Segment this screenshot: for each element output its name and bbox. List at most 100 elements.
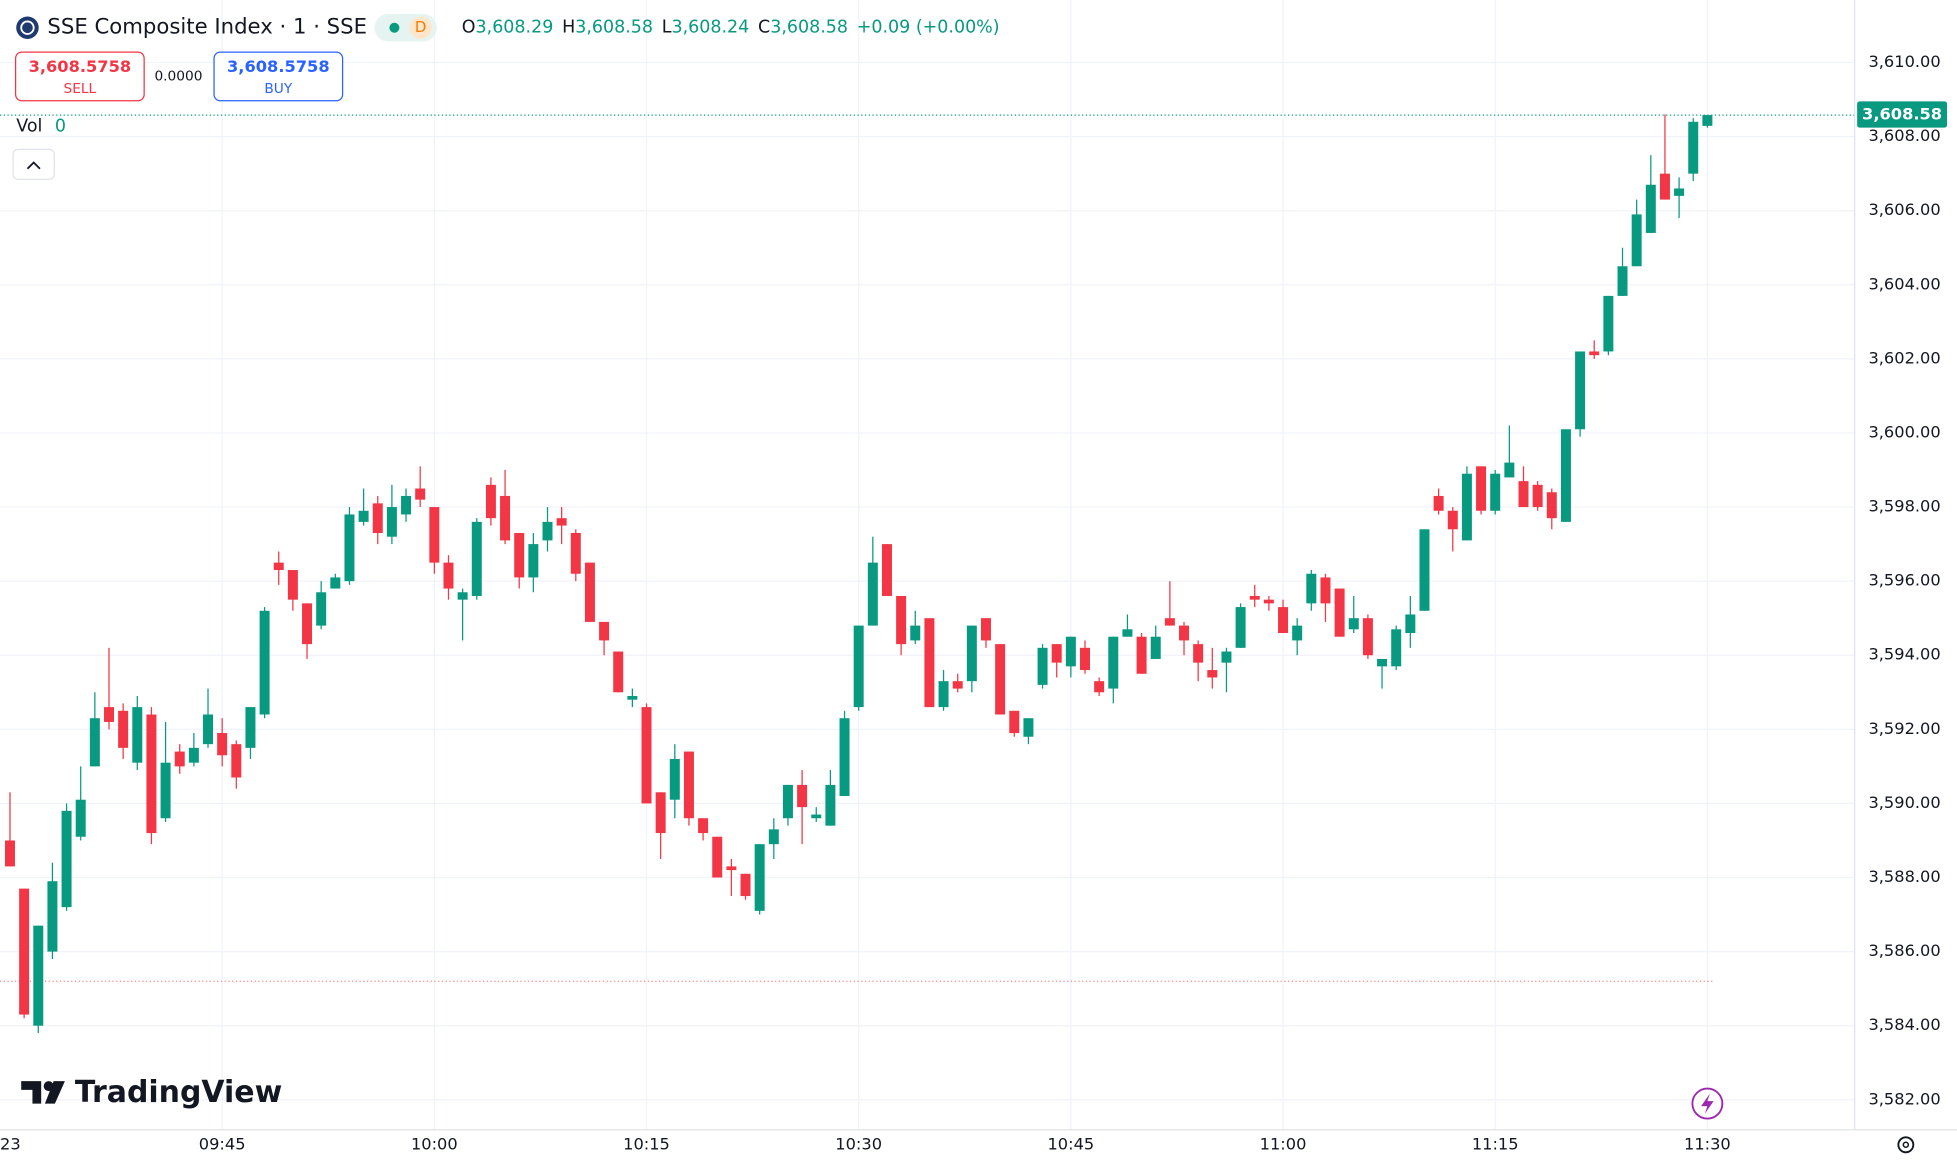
candle-body [231,744,242,778]
candle-body [980,618,991,641]
candle-body [1560,429,1571,522]
y-tick-label: 3,598.00 [1868,497,1940,516]
candle-body [1659,173,1670,200]
candle-body [1362,618,1373,656]
candle-body [1674,188,1685,196]
candle-body [1320,577,1331,604]
candle-body [401,495,412,515]
candles [4,114,1713,1034]
symbol-title[interactable]: SSE Composite Index · 1 · SSE [47,15,367,40]
candle-body [443,562,454,589]
interval-badge: D [415,18,427,36]
candle-body [1051,644,1062,663]
alert-bolt [1701,1093,1714,1114]
y-tick-label: 3,600.00 [1868,422,1940,441]
settings-icon-center [1902,1141,1910,1149]
candle-body [160,762,171,819]
candle-body [1532,484,1543,508]
candle-body [1433,495,1444,511]
candle-body [302,603,313,645]
buy-label[interactable]: BUY [264,81,292,97]
candle-body [1546,492,1557,519]
grid [0,0,1855,1130]
x-tick-label: 10:30 [835,1134,882,1153]
candle-body [1037,647,1048,685]
candle-body [1179,625,1190,641]
last-price-tag [1857,101,1948,128]
candle-body [1306,573,1317,604]
candle-body [542,521,553,541]
x-tick-label: 10:15 [623,1134,670,1153]
candle-body [429,507,440,563]
candle-body [683,751,694,819]
candle-body [1490,473,1501,511]
ohlc-key: O [462,18,476,38]
candle-body [1419,529,1430,611]
settings-icon[interactable] [1897,1136,1915,1154]
candle-body [4,840,15,867]
candle-body [217,733,228,756]
candle-body [1504,462,1515,478]
y-tick-label: 3,594.00 [1868,645,1940,664]
symbol-icon-ring [20,20,35,35]
candle-body [1009,710,1020,734]
candle-body [1207,670,1218,678]
x-edge-label: 23 [0,1134,21,1153]
candle-body [726,866,737,871]
candle-body [485,484,496,519]
candle-body [188,747,199,763]
candle-body [641,707,652,804]
sell-button[interactable] [14,51,145,102]
y-tick-label: 3,592.00 [1868,719,1940,738]
x-tick-label: 10:45 [1047,1134,1094,1153]
candle-body [1122,629,1133,637]
candle-body [655,792,666,834]
candle-body [146,714,157,834]
y-tick-label: 3,588.00 [1868,867,1940,886]
candle-body [570,532,581,574]
y-tick-label: 3,604.00 [1868,274,1940,293]
ohlc-key: H [562,18,575,38]
candle-body [500,495,511,541]
last-price-label: 3,608.58 [1862,105,1942,124]
market-status-dot [389,22,400,33]
candle-body [1688,121,1699,174]
candle-body [118,710,129,748]
sell-price[interactable]: 3,608.5758 [29,57,132,76]
candle-body [457,592,468,600]
candle-body [924,618,935,708]
candle-body [1334,588,1345,637]
candle-body [627,695,638,700]
change: +0.09 (+0.00%) [857,18,1000,38]
candle-body [1108,636,1119,689]
candle-body [825,784,836,826]
x-tick-label: 11:15 [1472,1134,1519,1153]
sell-label[interactable]: SELL [64,81,97,97]
buy-price[interactable]: 3,608.5758 [227,57,330,76]
candle-body [1221,651,1232,663]
candle-body [613,651,624,693]
candle-body [316,592,327,626]
candle-body [287,570,298,600]
candle-body [104,707,114,722]
candle-body [1476,466,1487,511]
candle-body [1235,607,1246,648]
candle-body [1065,636,1076,667]
candle-body [273,562,284,571]
y-tick-label: 3,590.00 [1868,793,1940,812]
symbol-icon [16,16,39,39]
y-tick-label: 3,584.00 [1868,1015,1940,1034]
candle-body [245,707,256,748]
candle-body [867,562,878,626]
candle-body [1249,595,1260,600]
candle-body [881,544,892,596]
candle-body [1518,481,1529,508]
y-tick-label: 3,586.00 [1868,941,1940,960]
logo-text[interactable]: TradingView [75,1075,282,1110]
collapse-button[interactable] [12,148,55,180]
x-tick-label: 10:00 [411,1134,458,1153]
candle-body [386,507,397,537]
collapse-arrow [26,161,41,170]
buy-button[interactable] [213,51,344,102]
candle-body [1377,658,1388,667]
